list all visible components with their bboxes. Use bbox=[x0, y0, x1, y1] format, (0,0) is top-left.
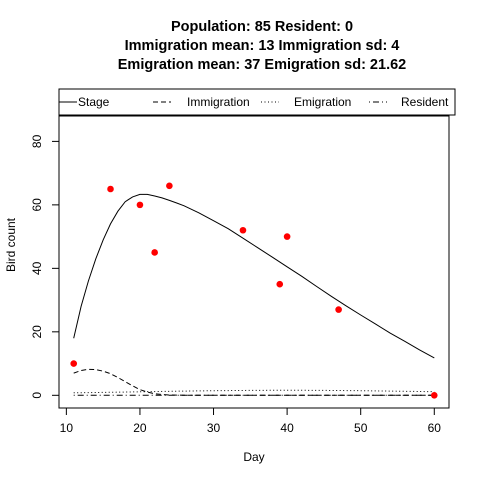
observation-point bbox=[70, 360, 78, 367]
y-tick-label: 60 bbox=[30, 198, 44, 212]
x-tick-label: 30 bbox=[207, 421, 221, 435]
x-tick-label: 50 bbox=[354, 421, 368, 435]
title-line-3: Emigration mean: 37 Emigration sd: 21.62 bbox=[118, 57, 406, 73]
observation-point bbox=[239, 226, 247, 234]
observation-point bbox=[166, 182, 173, 190]
y-axis: 0 20 40 60 80 bbox=[30, 134, 60, 399]
x-tick-label: 20 bbox=[133, 421, 147, 435]
legend-label-emigration: Emigration bbox=[294, 95, 351, 109]
title-line-2: Immigration mean: 13 Immigration sd: 4 bbox=[125, 38, 400, 54]
series-line-immigration bbox=[73, 368, 435, 396]
legend-label-immigration: Immigration bbox=[187, 95, 250, 109]
x-axis-label: Day bbox=[243, 450, 264, 464]
plot-area bbox=[58, 115, 450, 409]
series-line-emigration bbox=[73, 389, 435, 394]
observation-points bbox=[70, 182, 438, 399]
y-tick-label: 0 bbox=[30, 392, 44, 399]
x-tick-label: 10 bbox=[60, 421, 74, 435]
observation-point bbox=[430, 392, 438, 399]
x-tick-label: 60 bbox=[428, 421, 442, 435]
legend: Stage Immigration Emigration Resident bbox=[58, 88, 456, 116]
observation-point bbox=[136, 201, 144, 209]
x-tick-label: 40 bbox=[280, 421, 294, 435]
observation-point bbox=[283, 233, 291, 240]
legend-label-resident: Resident bbox=[401, 95, 449, 109]
series-line-stage bbox=[73, 193, 435, 359]
observation-point bbox=[107, 185, 114, 193]
observation-point bbox=[335, 306, 342, 313]
y-axis-label: Bird count bbox=[4, 217, 18, 272]
x-axis: 10 20 30 40 50 60 bbox=[60, 407, 442, 435]
series-layer bbox=[73, 193, 435, 396]
observation-point bbox=[276, 280, 284, 288]
chart-title: Population: 85 Resident: 0 Immigration m… bbox=[118, 19, 406, 73]
y-tick-label: 80 bbox=[30, 134, 44, 148]
legend-box bbox=[58, 88, 456, 116]
observation-point bbox=[151, 249, 158, 256]
y-tick-label: 40 bbox=[30, 261, 44, 275]
title-line-1: Population: 85 Resident: 0 bbox=[171, 19, 353, 35]
legend-label-stage: Stage bbox=[78, 95, 110, 109]
y-tick-label: 20 bbox=[30, 325, 44, 339]
